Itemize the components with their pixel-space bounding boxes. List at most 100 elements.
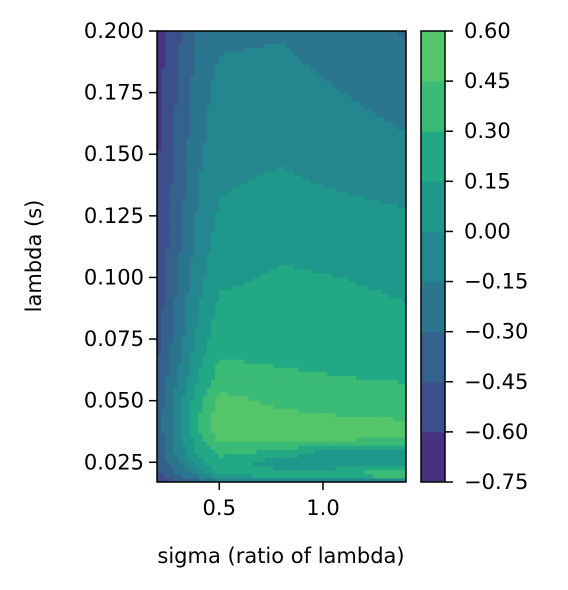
contour-cell — [285, 203, 291, 208]
contour-cell — [194, 445, 200, 450]
contour-cell — [202, 354, 208, 360]
contour-cell — [368, 383, 374, 389]
contour-cell — [190, 395, 195, 401]
contour-cell — [401, 145, 406, 151]
contour-cell — [360, 326, 366, 331]
contour-cell — [252, 457, 258, 463]
contour-cell — [397, 231, 403, 237]
contour-cell — [235, 412, 241, 417]
contour-cell — [260, 420, 266, 426]
contour-cell — [364, 293, 370, 299]
contour-cell — [157, 162, 162, 167]
contour-cell — [252, 190, 258, 196]
contour-cell — [376, 363, 382, 368]
contour-cell — [198, 252, 204, 258]
contour-cell — [289, 424, 295, 430]
contour-cell — [194, 313, 200, 319]
contour-cell — [381, 465, 386, 471]
contour-cell — [177, 338, 183, 344]
contour-cell — [335, 236, 341, 241]
contour-cell — [293, 371, 299, 376]
contour-cell — [269, 354, 274, 360]
contour-cell — [161, 354, 166, 360]
contour-cell — [306, 346, 312, 352]
contour-cell — [206, 379, 212, 385]
contour-cell — [381, 461, 386, 467]
contour-cell — [310, 203, 316, 208]
contour-cell — [393, 199, 399, 204]
contour-cell — [235, 145, 241, 151]
contour-cell — [306, 342, 312, 348]
contour-cell — [323, 260, 328, 266]
contour-cell — [356, 285, 361, 290]
contour-cell — [302, 215, 307, 221]
contour-cell — [277, 236, 283, 241]
contour-cell — [227, 400, 233, 405]
contour-cell — [368, 416, 374, 422]
contour-cell — [219, 244, 224, 249]
contour-cell — [293, 223, 299, 229]
contour-cell — [339, 461, 345, 467]
contour-cell — [256, 281, 262, 286]
contour-cell — [277, 145, 283, 151]
contour-cell — [240, 313, 245, 319]
contour-cell — [393, 363, 399, 368]
contour-cell — [298, 166, 303, 171]
contour-cell — [306, 359, 312, 364]
contour-cell — [381, 268, 386, 274]
contour-cell — [231, 354, 237, 360]
contour-cell — [343, 158, 349, 163]
contour-cell — [248, 195, 254, 200]
contour-cell — [177, 264, 183, 270]
contour-cell — [206, 309, 212, 315]
contour-cell — [223, 473, 229, 479]
contour-cell — [352, 424, 357, 430]
contour-cell — [169, 256, 175, 262]
contour-cell — [298, 236, 303, 241]
contour-cell — [194, 137, 200, 143]
contour-cell — [360, 305, 366, 311]
contour-cell — [248, 346, 254, 352]
contour-cell — [385, 223, 390, 229]
contour-cell — [327, 162, 332, 167]
contour-cell — [198, 277, 204, 282]
contour-cell — [397, 469, 403, 475]
contour-cell — [248, 313, 254, 319]
contour-cell — [227, 424, 233, 430]
contour-cell — [161, 412, 166, 417]
contour-cell — [327, 199, 332, 204]
contour-cell — [181, 350, 187, 356]
contour-cell — [202, 154, 208, 159]
contour-cell — [215, 301, 220, 307]
contour-cell — [352, 272, 357, 278]
contour-cell — [376, 350, 382, 356]
contour-cell — [302, 293, 307, 299]
contour-cell — [364, 260, 370, 266]
contour-cell — [393, 141, 399, 147]
contour-cell — [331, 453, 337, 458]
contour-cell — [206, 416, 212, 422]
contour-cell — [277, 477, 283, 482]
contour-cell — [269, 244, 274, 249]
contour-cell — [210, 318, 216, 323]
contour-cell — [215, 416, 220, 422]
contour-cell — [190, 248, 195, 253]
contour-cell — [248, 342, 254, 348]
contour-cell — [194, 170, 200, 176]
contour-cell — [244, 391, 249, 397]
contour-cell — [318, 248, 324, 253]
contour-cell — [285, 158, 291, 163]
contour-cell — [181, 301, 187, 307]
contour-cell — [177, 465, 183, 471]
contour-cell — [169, 375, 175, 381]
contour-cell — [360, 441, 366, 446]
contour-cell — [256, 293, 262, 299]
contour-cell — [281, 371, 287, 376]
contour-cell — [343, 346, 349, 352]
contour-cell — [161, 293, 166, 299]
contour-cell — [256, 158, 262, 163]
contour-cell — [223, 182, 229, 188]
contour-cell — [281, 244, 287, 249]
contour-cell — [264, 297, 270, 303]
contour-cell — [235, 260, 241, 266]
